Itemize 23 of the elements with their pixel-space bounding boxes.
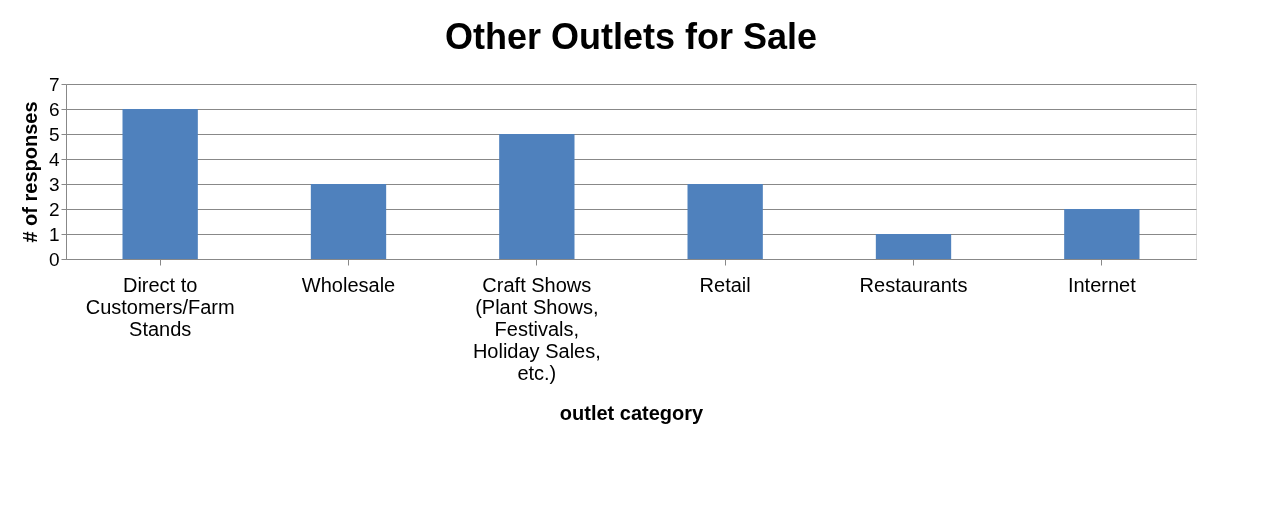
chart-title: Other Outlets for Sale [444,16,818,57]
y-axis-title: # of responses [18,101,41,243]
x-tick-label: Craft Shows (Plant Shows, Festivals, Holiday Sales, etc.) [472,273,601,384]
bar [687,184,763,259]
y-tick-label: 5 [48,123,60,145]
x-tick-label: Direct to Customers/Farm Stands [85,273,235,340]
y-tick-label: 4 [48,148,60,170]
bar [122,109,198,259]
x-tick-label: Wholesale [301,273,396,296]
x-tick-label: Internet [1067,273,1137,296]
x-tick-label: Restaurants [859,273,968,296]
x-axis-title: outlet category [559,401,705,424]
bar [1064,209,1140,259]
y-tick-label: 6 [48,98,60,120]
y-tick-label: 1 [48,223,60,245]
y-tick-label: 7 [48,73,60,95]
x-tick-label: Retail [699,273,751,296]
bar [875,234,952,259]
bar [310,184,387,259]
y-tick-label: 2 [48,198,60,220]
y-tick-label: 0 [48,248,60,270]
bar [499,134,575,259]
y-tick-label: 3 [48,173,60,195]
